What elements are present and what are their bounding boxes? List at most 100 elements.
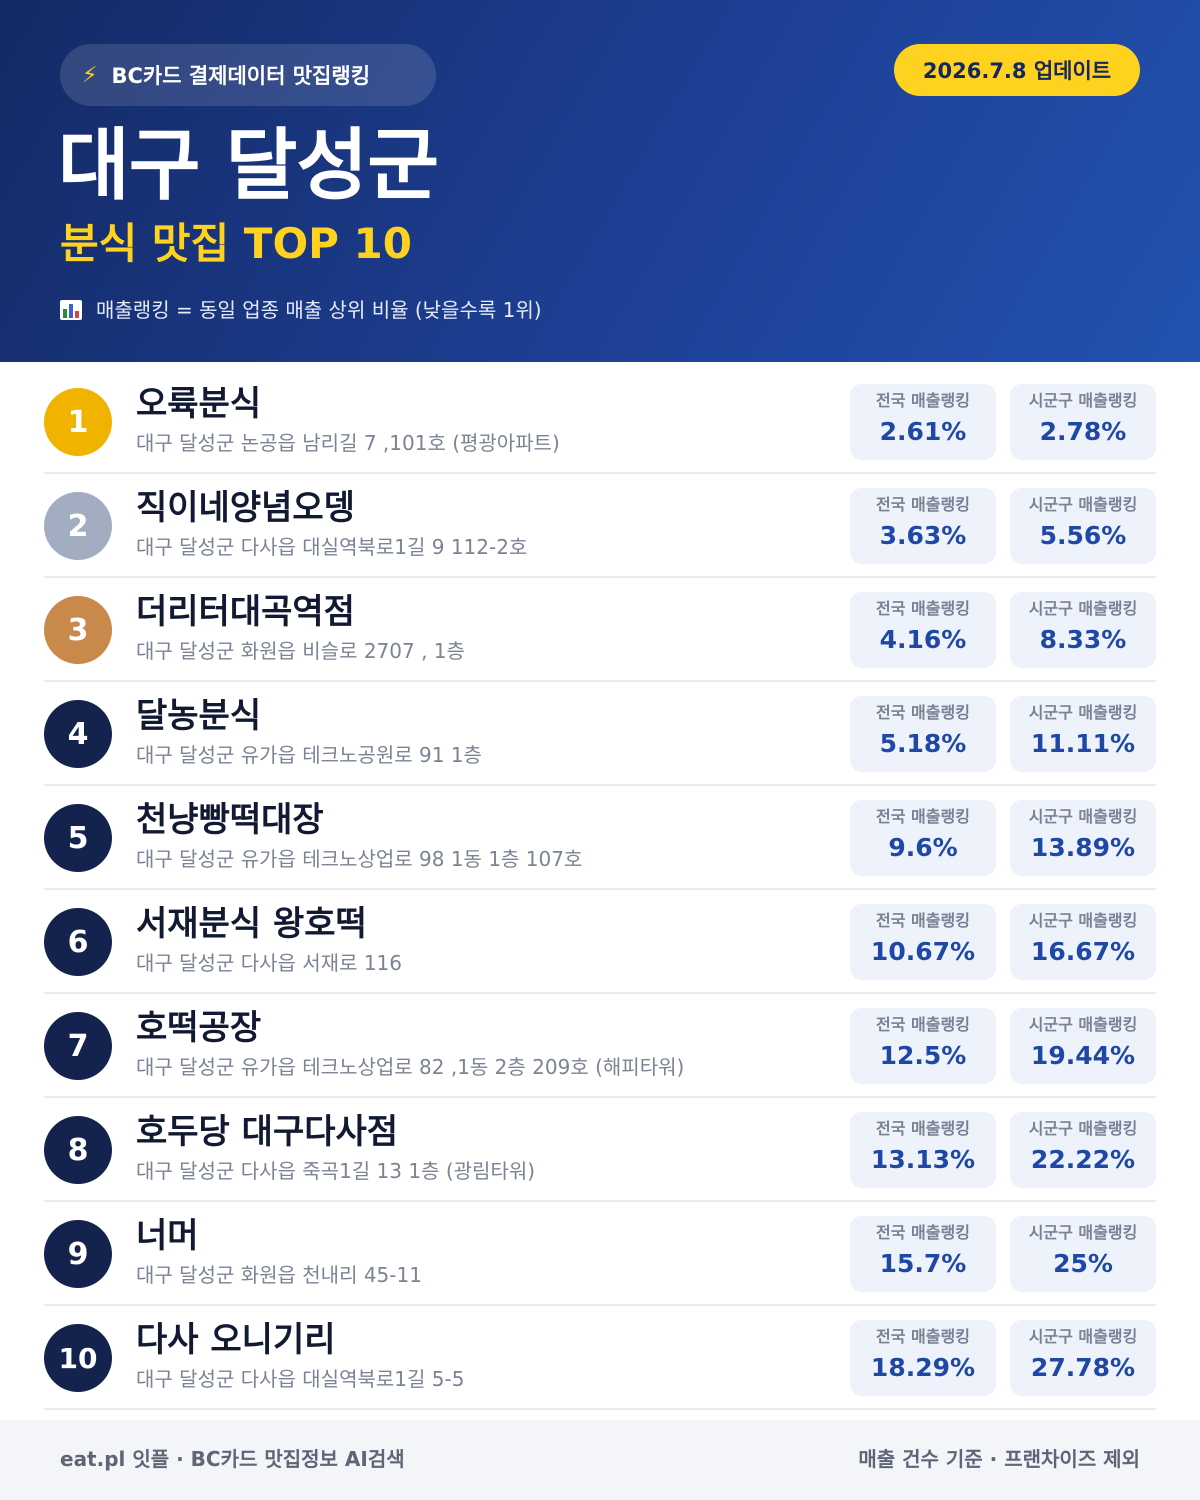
restaurant-address: 대구 달성군 다사읍 죽곡1길 13 1층 (광림타워) — [136, 1159, 536, 1183]
national-rank-label: 전국 매출랭킹 — [876, 807, 970, 826]
list-item[interactable]: 6 서재분식 왕호떡 대구 달성군 다사읍 서재로 116 전국 매출랭킹 10.67%… — [44, 890, 1156, 994]
rank-badge: 5 — [44, 804, 112, 872]
rank-badge: 7 — [44, 1012, 112, 1080]
footer: eat.pl 잇플 · BC카드 맛집정보 AI검색 매출 건수 기준 · 프랜… — [0, 1420, 1200, 1500]
restaurant-address: 대구 달성군 유가읍 테크노상업로 98 1동 1층 107호 — [136, 847, 583, 871]
national-rank-label: 전국 매출랭킹 — [876, 1119, 970, 1138]
national-rank-value: 12.5% — [879, 1041, 967, 1070]
rank-badge: 4 — [44, 700, 112, 768]
national-rank-value: 15.7% — [879, 1249, 967, 1278]
national-rank-label: 전국 매출랭킹 — [876, 1015, 970, 1034]
local-rank-card: 시군구 매출랭킹 16.67% — [1010, 904, 1156, 980]
footer-criteria: 매출 건수 기준 · 프랜차이즈 제외 — [858, 1447, 1140, 1471]
restaurant-name[interactable]: 달농분식 — [136, 696, 262, 736]
national-rank-value: 18.29% — [870, 1353, 976, 1382]
restaurant-name[interactable]: 다사 오니기리 — [136, 1320, 336, 1360]
restaurant-name[interactable]: 너머 — [136, 1216, 199, 1256]
local-rank-card: 시군구 매출랭킹 13.89% — [1010, 800, 1156, 876]
local-rank-card: 시군구 매출랭킹 19.44% — [1010, 1008, 1156, 1084]
ranking-note-text: 매출랭킹 = 동일 업종 매출 상위 비율 (낮을수록 1위) — [96, 298, 542, 322]
restaurant-name[interactable]: 더리터대곡역점 — [136, 592, 355, 632]
national-rank-label: 전국 매출랭킹 — [876, 703, 970, 722]
brand-badge: ⚡ BC카드 결제데이터 맛집랭킹 — [60, 44, 436, 106]
bar-chart-icon — [60, 300, 82, 320]
list-item[interactable]: 3 더리터대곡역점 대구 달성군 화원읍 비슬로 2707 , 1층 전국 매출랭킹 4… — [44, 578, 1156, 682]
restaurant-address: 대구 달성군 화원읍 천내리 45-11 — [136, 1263, 422, 1287]
ranking-note: 매출랭킹 = 동일 업종 매출 상위 비율 (낮을수록 1위) — [60, 294, 542, 326]
rank-badge: 1 — [44, 388, 112, 456]
restaurant-name[interactable]: 서재분식 왕호떡 — [136, 904, 367, 944]
national-rank-label: 전국 매출랭킹 — [876, 599, 970, 618]
national-rank-card: 전국 매출랭킹 10.67% — [850, 904, 996, 980]
national-rank-card: 전국 매출랭킹 12.5% — [850, 1008, 996, 1084]
rank-badge: 6 — [44, 908, 112, 976]
national-rank-value: 4.16% — [879, 625, 967, 654]
local-rank-label: 시군구 매출랭킹 — [1028, 599, 1138, 618]
local-rank-label: 시군구 매출랭킹 — [1028, 1223, 1138, 1242]
national-rank-card: 전국 매출랭킹 4.16% — [850, 592, 996, 668]
local-rank-card: 시군구 매출랭킹 27.78% — [1010, 1320, 1156, 1396]
national-rank-value: 13.13% — [870, 1145, 976, 1174]
local-rank-label: 시군구 매출랭킹 — [1028, 1119, 1138, 1138]
national-rank-label: 전국 매출랭킹 — [876, 391, 970, 410]
rank-badge: 10 — [44, 1324, 112, 1392]
local-rank-label: 시군구 매출랭킹 — [1028, 807, 1138, 826]
list-item[interactable]: 4 달농분식 대구 달성군 유가읍 테크노공원로 91 1층 전국 매출랭킹 5.18%… — [44, 682, 1156, 786]
local-rank-value: 19.44% — [1030, 1041, 1136, 1070]
restaurant-name[interactable]: 직이네양념오뎅 — [136, 488, 355, 528]
local-rank-value: 25% — [1053, 1249, 1113, 1278]
local-rank-value: 2.78% — [1039, 417, 1127, 446]
local-rank-label: 시군구 매출랭킹 — [1028, 703, 1138, 722]
national-rank-value: 10.67% — [870, 937, 976, 966]
page-subtitle: 분식 맛집 TOP 10 — [60, 219, 413, 268]
lightning-icon: ⚡ — [82, 62, 98, 88]
local-rank-value: 16.67% — [1030, 937, 1136, 966]
rank-badge: 3 — [44, 596, 112, 664]
national-rank-label: 전국 매출랭킹 — [876, 1327, 970, 1346]
restaurant-name[interactable]: 호두당 대구다사점 — [136, 1112, 399, 1152]
restaurant-address: 대구 달성군 유가읍 테크노상업로 82 ,1동 2층 209호 (해피타워) — [136, 1055, 685, 1079]
national-rank-value: 3.63% — [879, 521, 967, 550]
national-rank-label: 전국 매출랭킹 — [876, 1223, 970, 1242]
restaurant-name[interactable]: 천냥빵떡대장 — [136, 800, 324, 840]
brand-label: BC카드 결제데이터 맛집랭킹 — [111, 64, 371, 88]
local-rank-label: 시군구 매출랭킹 — [1028, 495, 1138, 514]
national-rank-card: 전국 매출랭킹 9.6% — [850, 800, 996, 876]
national-rank-value: 2.61% — [879, 417, 967, 446]
national-rank-label: 전국 매출랭킹 — [876, 911, 970, 930]
local-rank-card: 시군구 매출랭킹 2.78% — [1010, 384, 1156, 460]
national-rank-card: 전국 매출랭킹 3.63% — [850, 488, 996, 564]
local-rank-label: 시군구 매출랭킹 — [1028, 1015, 1138, 1034]
national-rank-card: 전국 매출랭킹 2.61% — [850, 384, 996, 460]
national-rank-card: 전국 매출랭킹 18.29% — [850, 1320, 996, 1396]
restaurant-address: 대구 달성군 논공읍 남리길 7 ,101호 (평광아파트) — [136, 431, 560, 455]
restaurant-address: 대구 달성군 다사읍 대실역북로1길 9 112-2호 — [136, 535, 528, 559]
footer-source: eat.pl 잇플 · BC카드 맛집정보 AI검색 — [60, 1447, 405, 1471]
rank-badge: 2 — [44, 492, 112, 560]
local-rank-card: 시군구 매출랭킹 25% — [1010, 1216, 1156, 1292]
national-rank-card: 전국 매출랭킹 15.7% — [850, 1216, 996, 1292]
restaurant-name[interactable]: 호떡공장 — [136, 1008, 262, 1048]
rank-badge: 8 — [44, 1116, 112, 1184]
local-rank-card: 시군구 매출랭킹 8.33% — [1010, 592, 1156, 668]
local-rank-value: 22.22% — [1030, 1145, 1136, 1174]
restaurant-name[interactable]: 오륙분식 — [136, 384, 262, 424]
update-badge: 2026.7.8 업데이트 — [894, 44, 1140, 96]
restaurant-address: 대구 달성군 다사읍 대실역북로1길 5-5 — [136, 1367, 465, 1391]
national-rank-label: 전국 매출랭킹 — [876, 495, 970, 514]
header: ⚡ BC카드 결제데이터 맛집랭킹 2026.7.8 업데이트 대구 달성군 분… — [0, 0, 1200, 362]
local-rank-value: 8.33% — [1039, 625, 1127, 654]
rank-badge: 9 — [44, 1220, 112, 1288]
page-title: 대구 달성군 — [58, 121, 439, 211]
national-rank-value: 5.18% — [879, 729, 967, 758]
local-rank-label: 시군구 매출랭킹 — [1028, 1327, 1138, 1346]
local-rank-value: 13.89% — [1030, 833, 1136, 862]
